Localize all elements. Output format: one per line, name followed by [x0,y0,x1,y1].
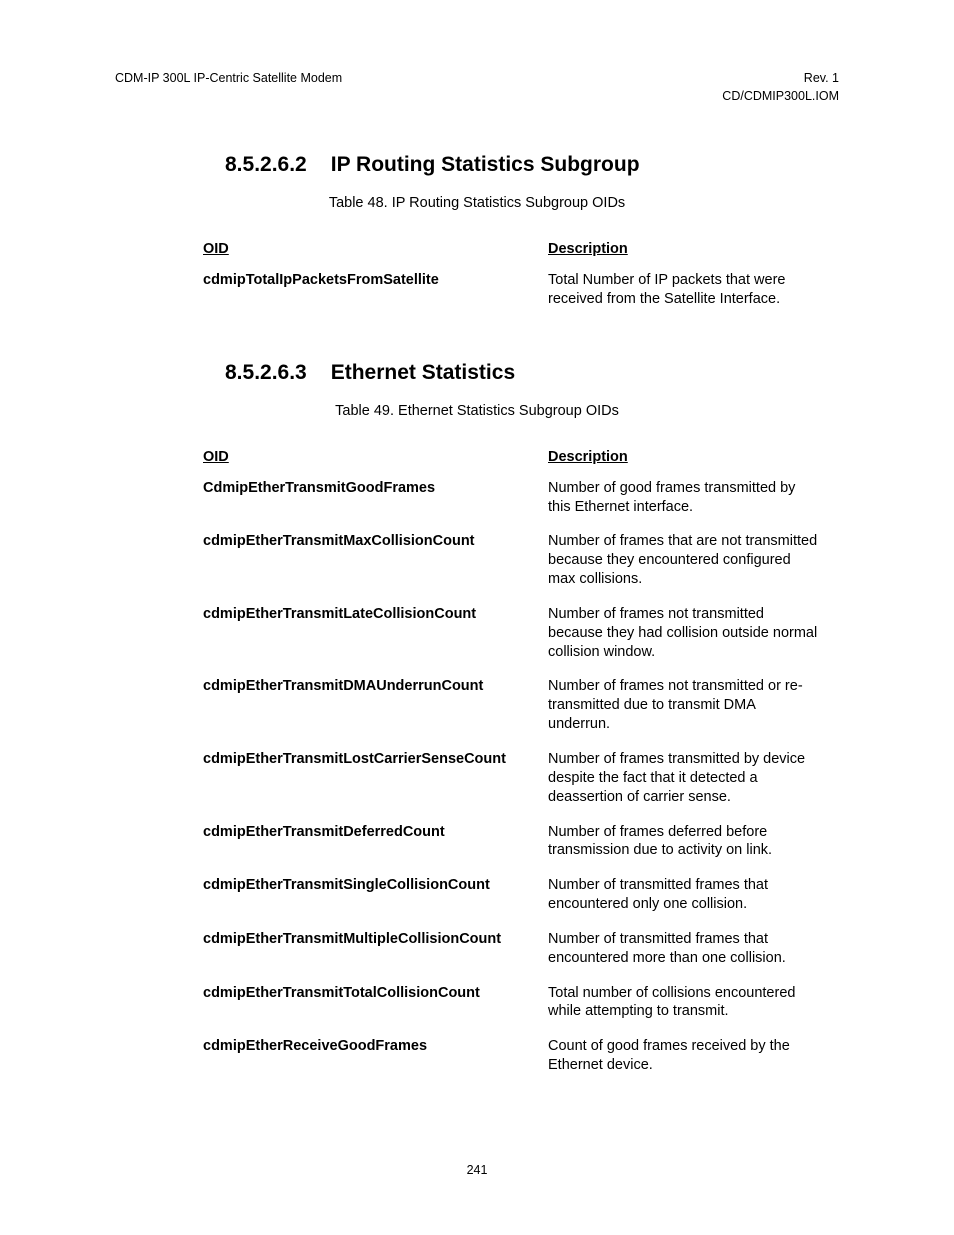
header-doc-id: CD/CDMIP300L.IOM [722,88,839,106]
table-caption: Table 48. IP Routing Statistics Subgroup… [115,195,839,211]
table-row: cdmipEtherTransmitTotalCollisionCount To… [203,984,819,1022]
table-row: cdmipEtherTransmitMultipleCollisionCount… [203,930,819,968]
page-number: 241 [0,1163,954,1177]
oid-cell: cdmipEtherTransmitLateCollisionCount [203,605,548,662]
section-heading: 8.5.2.6.3 Ethernet Statistics [225,361,839,385]
header-left: CDM-IP 300L IP-Centric Satellite Modem [115,70,342,105]
description-cell: Number of frames that are not transmitte… [548,532,819,589]
description-cell: Number of frames not transmitted because… [548,605,819,662]
oid-cell: cdmipTotalIpPacketsFromSatellite [203,271,548,309]
oid-table: OID Description cdmipTotalIpPacketsFromS… [203,241,819,309]
description-cell: Total Number of IP packets that were rec… [548,271,819,309]
table-row: cdmipTotalIpPacketsFromSatellite Total N… [203,271,819,309]
description-cell: Number of frames deferred before transmi… [548,823,819,861]
description-cell: Number of transmitted frames that encoun… [548,930,819,968]
section-title: IP Routing Statistics Subgroup [331,153,640,176]
description-cell: Total number of collisions encountered w… [548,984,819,1022]
oid-cell: cdmipEtherTransmitDMAUnderrunCount [203,677,548,734]
table-header-row: OID Description [203,449,819,465]
oid-cell: cdmipEtherTransmitLostCarrierSenseCount [203,750,548,807]
section-heading: 8.5.2.6.2 IP Routing Statistics Subgroup [225,153,839,177]
header-right: Rev. 1 CD/CDMIP300L.IOM [722,70,839,105]
col-header-description: Description [548,241,819,257]
table-row: cdmipEtherTransmitSingleCollisionCount N… [203,876,819,914]
table-row: cdmipEtherReceiveGoodFrames Count of goo… [203,1037,819,1075]
table-row: cdmipEtherTransmitLostCarrierSenseCount … [203,750,819,807]
section-ip-routing: 8.5.2.6.2IP Routing Statistics Subgroup … [115,153,839,309]
header-rev: Rev. 1 [722,70,839,88]
oid-cell: cdmipEtherTransmitSingleCollisionCount [203,876,548,914]
oid-cell: cdmipEtherTransmitMaxCollisionCount [203,532,548,589]
table-row: cdmipEtherTransmitMaxCollisionCount Numb… [203,532,819,589]
table-caption: Table 49. Ethernet Statistics Subgroup O… [115,403,839,419]
oid-cell: cdmipEtherTransmitMultipleCollisionCount [203,930,548,968]
table-row: cdmipEtherTransmitDMAUnderrunCount Numbe… [203,677,819,734]
section-number: 8.5.2.6.3 [225,361,307,385]
section-ethernet-stats: 8.5.2.6.3 Ethernet Statistics Table 49. E… [115,361,839,1075]
oid-cell: cdmipEtherReceiveGoodFrames [203,1037,548,1075]
col-header-oid: OID [203,241,548,257]
page-header: CDM-IP 300L IP-Centric Satellite Modem R… [115,70,839,105]
description-cell: Number of frames transmitted by device d… [548,750,819,807]
col-header-description: Description [548,449,819,465]
oid-table: OID Description CdmipEtherTransmitGoodFr… [203,449,819,1075]
table-row: cdmipEtherTransmitLateCollisionCount Num… [203,605,819,662]
page: CDM-IP 300L IP-Centric Satellite Modem R… [0,0,954,1235]
description-cell: Number of frames not transmitted or re-t… [548,677,819,734]
col-header-oid: OID [203,449,548,465]
section-title: Ethernet Statistics [331,361,515,384]
description-cell: Number of good frames transmitted by thi… [548,479,819,517]
table-header-row: OID Description [203,241,819,257]
description-cell: Number of transmitted frames that encoun… [548,876,819,914]
oid-cell: cdmipEtherTransmitDeferredCount [203,823,548,861]
oid-cell: cdmipEtherTransmitTotalCollisionCount [203,984,548,1022]
section-number: 8.5.2.6.2 [225,153,307,177]
table-row: CdmipEtherTransmitGoodFrames Number of g… [203,479,819,517]
description-cell: Count of good frames received by the Eth… [548,1037,819,1075]
oid-cell: CdmipEtherTransmitGoodFrames [203,479,548,517]
table-row: cdmipEtherTransmitDeferredCount Number o… [203,823,819,861]
